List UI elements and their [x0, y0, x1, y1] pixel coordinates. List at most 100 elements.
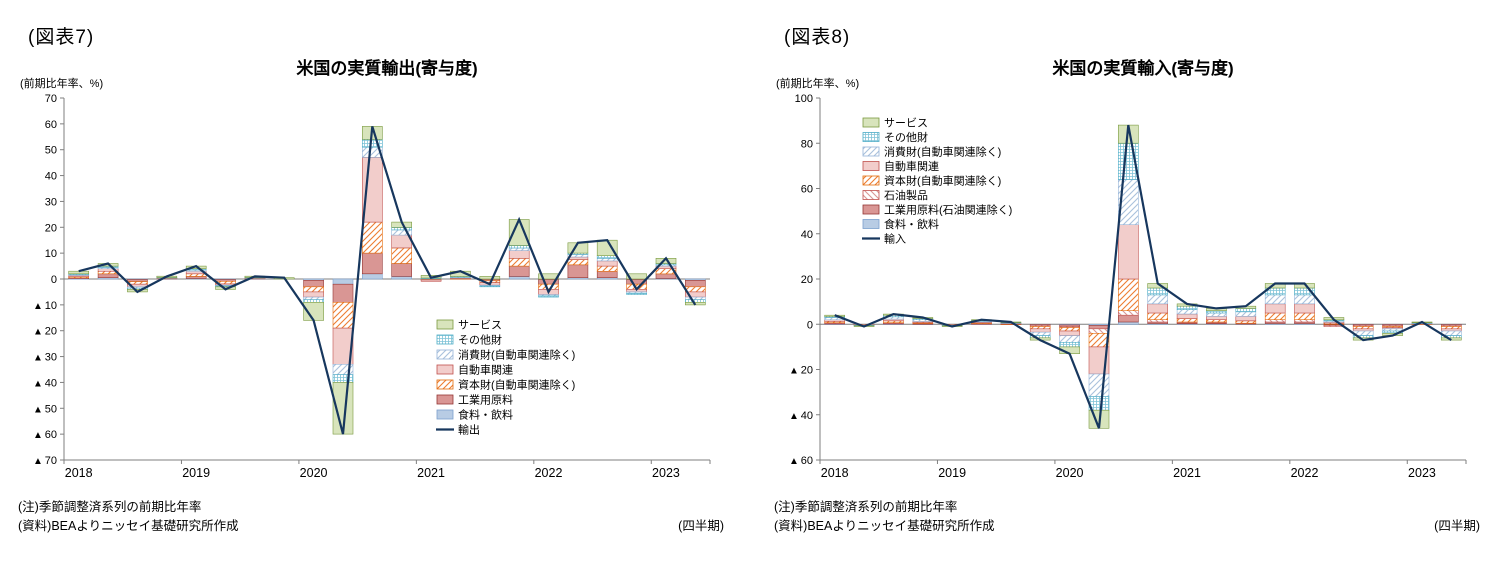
y-axis-unit-label: (前期比年率、%) [776, 78, 860, 90]
legend-label: 自動車関連 [884, 159, 939, 173]
bar-segment [391, 263, 413, 277]
legend-swatch [862, 175, 880, 186]
bar-segment [479, 276, 501, 280]
y-tick-label: 30 [45, 196, 57, 208]
imports-chart-panel: (図表8) 米国の実質輸入(寄与度) (前期比年率、%) 100 80 60 40 20… [768, 18, 1484, 552]
legend-label: 輸出 [458, 423, 480, 437]
imports-chart: 100 80 60 40 20 0 ▲ 20 ▲ 40 ▲ 60 2018 2019 2020 2021 202… [768, 88, 1474, 486]
legend-swatch [862, 190, 880, 200]
y-tick-label: 70 [45, 93, 57, 105]
y-tick-label: 20 [801, 274, 813, 286]
bar-segment [303, 296, 324, 301]
bar-segment [508, 258, 530, 267]
chart-title: 米国の実質輸出(寄与度) [296, 59, 478, 78]
y-tick-label: 40 [45, 171, 57, 183]
bar-segment [508, 276, 530, 280]
bar-segment [332, 283, 354, 303]
x-tick-label: 2023 [1408, 466, 1436, 480]
bar-segment [1088, 373, 1110, 397]
bar-segment [332, 278, 354, 285]
x-tick-label: 2021 [417, 466, 445, 480]
bar-segment [127, 279, 148, 282]
y-tick-negative-mark: ▲ [33, 430, 43, 441]
legend-label: 食料・飲料 [458, 408, 513, 422]
bar-segment [420, 279, 442, 282]
legend-swatch [436, 364, 454, 375]
y-tick-negative-mark: ▲ [33, 456, 43, 467]
y-tick-label: 40 [801, 410, 813, 422]
bar-segment [1206, 310, 1227, 314]
bar-segment [1235, 311, 1257, 317]
x-tick-label: 2023 [652, 466, 680, 480]
y-tick-label: 60 [801, 184, 813, 196]
y-tick-label: 60 [801, 455, 813, 467]
bar-segment [883, 320, 904, 323]
y-tick-negative-mark: ▲ [789, 411, 799, 422]
y-tick-label: 70 [45, 455, 57, 467]
total-line [78, 126, 697, 435]
y-tick-label: 100 [795, 93, 813, 105]
exports-chart-panel: (図表7) 米国の実質輸出(寄与度) (前期比年率、%) 70 60 50 40 30 2… [12, 18, 728, 552]
legend-label: 輸入 [884, 232, 906, 246]
legend-label: その他財 [458, 333, 502, 347]
bar-segment [1147, 312, 1169, 320]
bar-segment [1176, 318, 1198, 323]
bar-segment [1088, 325, 1110, 330]
chart-title: 米国の実質輸入(寄与度) [1052, 59, 1234, 78]
bar-segment [1294, 294, 1315, 305]
bar-segment [567, 259, 589, 266]
bar-segment [1029, 326, 1051, 330]
x-tick-label: 2019 [938, 466, 966, 480]
bar-segment [1147, 319, 1169, 323]
bar-segment [596, 260, 618, 267]
y-tick-negative-mark: ▲ [33, 404, 43, 415]
legend-label: 資本財(自動車関連除く) [458, 378, 575, 392]
bar-segment [1206, 319, 1227, 323]
bar-segment [1147, 303, 1169, 314]
total-line [834, 124, 1452, 429]
bar-segment [361, 252, 383, 275]
legend-label: 資本財(自動車関連除く) [884, 174, 1001, 188]
bar-segment [68, 270, 90, 275]
legend-swatch [862, 132, 880, 142]
legend-label: 工業用原料(石油関連除く) [884, 203, 1012, 217]
bar-segment [1352, 326, 1374, 330]
bar-segment [1059, 327, 1080, 332]
legend-label: 工業用原料 [458, 393, 513, 407]
x-tick-label: 2018 [65, 466, 93, 480]
y-tick-negative-mark: ▲ [789, 366, 799, 377]
legend-label: 消費財(自動車関連除く) [884, 145, 1001, 159]
y-tick-negative-mark: ▲ [789, 456, 799, 467]
legend-label: サービス [884, 117, 928, 130]
bar-segment [1176, 313, 1198, 319]
bar-segment [97, 273, 119, 279]
y-tick-label: 40 [801, 229, 813, 241]
y-tick-label: 30 [45, 352, 57, 364]
bar-segment [1059, 342, 1080, 348]
bar-segment [391, 247, 413, 264]
x-tick-label: 2020 [300, 466, 328, 480]
legend-swatch [862, 117, 880, 128]
bar-segment [538, 283, 559, 290]
bar-segment [1264, 319, 1286, 323]
y-tick-label: 10 [45, 300, 57, 312]
y-tick-negative-mark: ▲ [33, 378, 43, 389]
y-axis-unit-label: (前期比年率、%) [20, 78, 104, 90]
bar-segment [655, 273, 677, 279]
bar-segment [1059, 330, 1080, 336]
bar-segment [391, 227, 413, 231]
bar-segment [1235, 320, 1257, 324]
figure-label: (図表8) [784, 27, 851, 48]
bar-segment [596, 255, 618, 259]
legend-swatch [862, 146, 880, 157]
legend-swatch [436, 319, 454, 330]
bar-segment [626, 273, 647, 280]
bar-segment [1117, 310, 1139, 316]
legend-label: 食料・飲料 [884, 217, 939, 231]
y-tick-label: 10 [45, 248, 57, 260]
chart-note: (注)季節調整済系列の前期比年率 [18, 500, 202, 514]
bar-segment [1235, 316, 1257, 322]
bar-segment [684, 296, 706, 301]
